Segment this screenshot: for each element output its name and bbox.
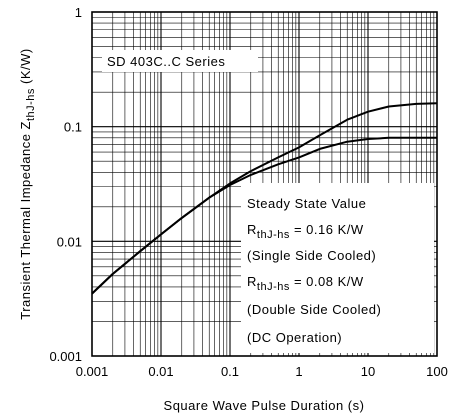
y-tick-labels: 0.001 0.01 0.1 1 [49,5,82,364]
y-tick-label: 0.1 [64,120,82,135]
y-axis-label-main: Transient Thermal Impedance Z [18,121,33,320]
annotation-r-single-main: R [247,222,257,237]
x-axis-label: Square Wave Pulse Duration (s) [164,398,365,413]
annotation-r-double: RthJ-hs = 0.08 K/W [247,274,364,293]
y-tick-label: 0.01 [57,234,82,249]
x-tick-labels: 0.001 0.01 0.1 1 10 100 [76,364,448,379]
annotation-value-single: = 0.16 K/W [290,222,364,237]
annotation-steady-state: Steady State Value [247,196,366,211]
y-axis-label: Transient Thermal Impedance ZthJ-hs (K/W… [18,48,37,320]
y-axis-label-sub: thJ-hs [25,88,37,121]
x-tick-label: 0.001 [76,364,109,379]
series-line-double-side-cooled [91,136,437,295]
y-axis-label-unit: (K/W) [18,48,33,88]
annotation-value-double: = 0.08 K/W [290,274,364,289]
annotation-r-double-main: R [247,274,257,289]
series-label: SD 403C..C Series [107,54,225,69]
annotation-note-single: (Single Side Cooled) [247,248,376,263]
x-tick-label: 10 [361,364,375,379]
x-tick-label: 1 [295,364,302,379]
x-tick-label: 100 [426,364,448,379]
x-tick-label: 0.01 [148,364,173,379]
annotation-r-double-sub: thJ-hs [257,281,290,293]
y-tick-label: 1 [75,5,82,20]
x-tick-label: 0.1 [221,364,239,379]
series-layer [91,102,438,295]
annotation-r-single-sub: thJ-hs [257,229,290,241]
series-label-box [102,50,258,72]
annotation-r-single: RthJ-hs = 0.16 K/W [247,222,364,241]
annotation-note-double: (Double Side Cooled) [247,302,381,317]
annotation-box [241,183,434,353]
annotation-note-dc: (DC Operation) [247,330,342,345]
y-tick-label: 0.001 [49,349,82,364]
plot-frame [91,11,438,357]
